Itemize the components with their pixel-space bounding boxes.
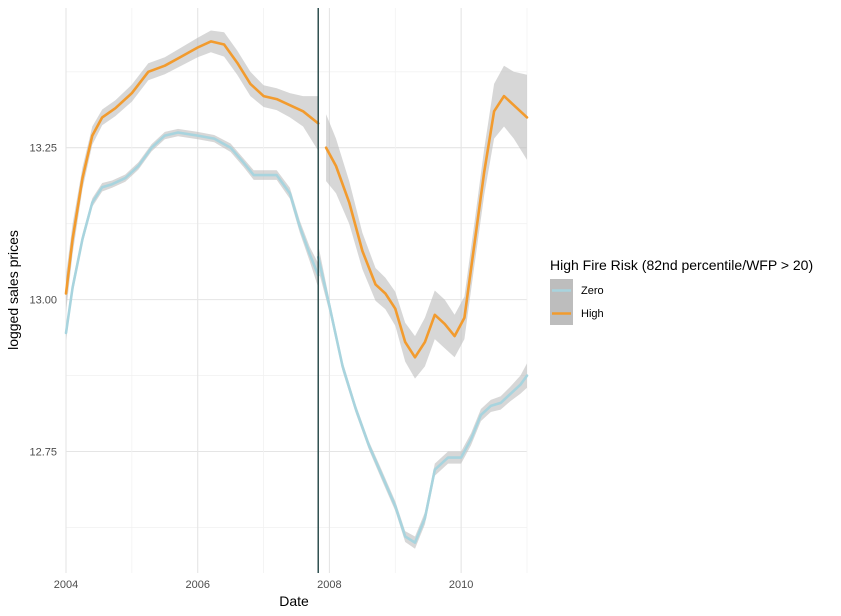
line-zero	[64, 131, 320, 335]
confidence-bands	[66, 30, 527, 549]
legend: High Fire Risk (82nd percentile/WFP > 20…	[550, 257, 813, 325]
x-axis-ticks: 2004 2006 2008 2010	[54, 579, 474, 591]
x-tick-label: 2010	[449, 579, 473, 591]
y-axis-title: logged sales prices	[5, 230, 21, 350]
line-high	[324, 94, 529, 359]
x-tick-label: 2006	[185, 579, 209, 591]
legend-title: High Fire Risk (82nd percentile/WFP > 20…	[550, 257, 813, 273]
band-zero	[66, 128, 319, 341]
y-tick-label: 12.75	[29, 446, 57, 458]
series-lines	[64, 40, 529, 544]
x-tick-label: 2008	[317, 579, 341, 591]
line-zero	[316, 255, 529, 544]
legend-label-zero: Zero	[581, 285, 604, 297]
band-zero	[318, 244, 527, 549]
y-axis-ticks: 12.75 13.00 13.25	[29, 143, 57, 459]
x-axis-title: Date	[279, 593, 309, 609]
y-tick-label: 13.00	[29, 295, 57, 307]
legend-label-high: High	[581, 308, 604, 320]
line-high	[64, 40, 320, 295]
y-tick-label: 13.25	[29, 143, 57, 155]
x-tick-label: 2004	[54, 579, 78, 591]
band-high	[66, 30, 319, 312]
band-high	[326, 65, 527, 379]
